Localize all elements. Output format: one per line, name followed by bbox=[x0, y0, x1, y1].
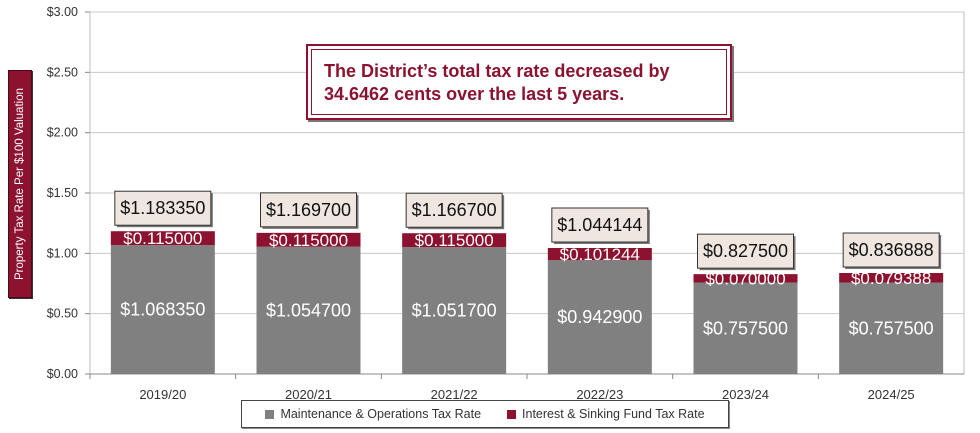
y-tick-label: $3.00 bbox=[47, 5, 78, 19]
legend-item-mo: Maintenance & Operations Tax Rate bbox=[265, 407, 481, 421]
total-label: $1.183350 bbox=[120, 198, 205, 218]
data-label-is: $0.115000 bbox=[415, 231, 494, 250]
total-box bbox=[405, 192, 503, 228]
legend: Maintenance & Operations Tax Rate Intere… bbox=[241, 400, 729, 428]
legend-item-is: Interest & Sinking Fund Tax Rate bbox=[507, 407, 705, 421]
data-label-mo: $0.757500 bbox=[703, 318, 788, 338]
bar-is bbox=[693, 274, 798, 283]
total-label: $1.044144 bbox=[557, 215, 642, 235]
bar-is bbox=[110, 231, 215, 246]
y-tick-label: $1.00 bbox=[47, 246, 78, 260]
x-tick-label: 2024/25 bbox=[868, 387, 915, 402]
x-tick-label: 2020/21 bbox=[285, 387, 332, 402]
data-label-mo: $0.757500 bbox=[849, 318, 934, 338]
bar-mo bbox=[256, 246, 361, 374]
legend-label-is: Interest & Sinking Fund Tax Rate bbox=[522, 407, 705, 421]
total-label: $1.166700 bbox=[412, 200, 497, 220]
y-tick-label: $2.50 bbox=[47, 65, 78, 79]
bar-is bbox=[547, 248, 652, 261]
legend-swatch-is bbox=[507, 409, 517, 419]
bar-mo bbox=[839, 282, 944, 374]
y-tick-label: $1.50 bbox=[47, 186, 78, 200]
data-label-mo: $1.068350 bbox=[120, 300, 205, 320]
x-tick-label: 2022/23 bbox=[576, 387, 623, 402]
legend-label-mo: Maintenance & Operations Tax Rate bbox=[280, 407, 482, 421]
annotation-text: The District’s total tax rate decreased … bbox=[324, 61, 670, 104]
y-axis-label-box: Property Tax Rate Per $100 Valuation bbox=[8, 70, 32, 298]
data-label-is: $0.115000 bbox=[269, 231, 348, 250]
y-tick-label: $0.00 bbox=[47, 367, 78, 381]
total-box bbox=[260, 192, 357, 228]
total-box bbox=[697, 233, 794, 269]
x-tick-label: 2023/24 bbox=[722, 387, 769, 402]
data-label-is: $0.115000 bbox=[123, 229, 202, 248]
bar-mo bbox=[402, 247, 507, 374]
data-label-mo: $1.051700 bbox=[412, 301, 497, 321]
y-axis-label: Property Tax Rate Per $100 Valuation bbox=[14, 88, 26, 280]
total-label: $0.827500 bbox=[703, 241, 788, 261]
bar-mo bbox=[110, 245, 215, 374]
data-label-mo: $1.054700 bbox=[266, 300, 351, 320]
total-label: $1.169700 bbox=[266, 200, 351, 220]
total-box bbox=[551, 207, 649, 243]
bar-is bbox=[256, 232, 361, 247]
total-label: $0.836888 bbox=[849, 240, 934, 260]
bar-mo bbox=[693, 282, 798, 374]
bar-mo bbox=[547, 260, 652, 374]
data-label-mo: $0.942900 bbox=[557, 307, 642, 327]
x-tick-label: 2019/20 bbox=[139, 387, 186, 402]
total-box bbox=[114, 190, 212, 226]
x-tick-label: 2021/22 bbox=[431, 387, 478, 402]
legend-swatch-mo bbox=[265, 409, 275, 419]
data-label-is: $0.101244 bbox=[560, 245, 640, 264]
bar-is bbox=[402, 233, 507, 248]
annotation-callout: The District’s total tax rate decreased … bbox=[306, 44, 732, 120]
data-label-is: $0.070000 bbox=[705, 269, 785, 288]
annotation-inner-border bbox=[311, 49, 727, 115]
bar-is bbox=[839, 273, 944, 283]
y-tick-label: $2.00 bbox=[47, 126, 78, 140]
data-label-is: $0.079388 bbox=[851, 269, 931, 288]
total-box bbox=[842, 232, 940, 268]
y-tick-label: $0.50 bbox=[47, 307, 78, 321]
